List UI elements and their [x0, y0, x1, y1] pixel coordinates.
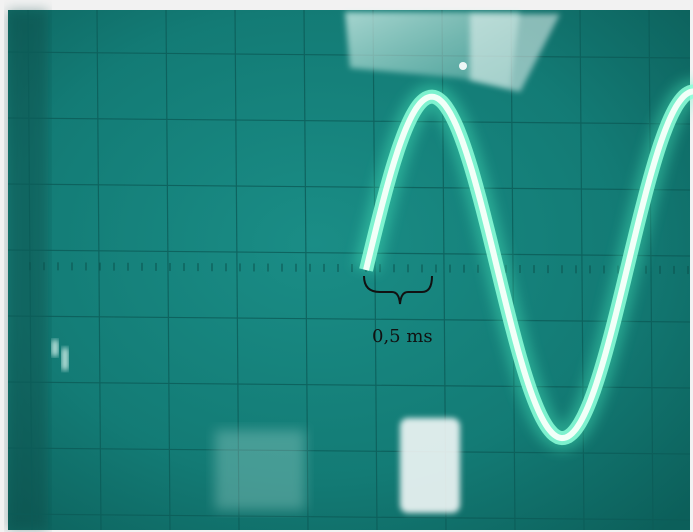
grid-line-vertical	[303, 9, 309, 531]
crt-screen	[8, 10, 690, 530]
bottom-glare	[400, 418, 460, 513]
glare-dot	[459, 62, 467, 70]
edge-vignette	[8, 10, 48, 530]
grid-line-vertical	[510, 9, 516, 531]
grid-line-vertical	[648, 9, 654, 531]
grid-line-vertical	[165, 9, 171, 531]
curly-brace	[363, 275, 433, 305]
grid-line-horizontal	[7, 315, 691, 323]
grid-line-horizontal	[7, 183, 691, 191]
graticule-center-ticks	[29, 262, 689, 274]
grid-line-vertical	[579, 9, 585, 531]
waveform-trace	[363, 88, 693, 442]
grid-line-horizontal	[7, 447, 691, 455]
bottom-glare-soft	[215, 430, 305, 510]
time-annotation-label: 0,5 ms	[372, 326, 433, 347]
grid-line-horizontal	[7, 381, 691, 389]
left-glare-1	[52, 340, 58, 356]
grid-line-horizontal	[7, 117, 691, 125]
left-glare-2	[62, 348, 68, 370]
grid-line-horizontal	[7, 249, 691, 257]
top-glare-bright	[470, 14, 560, 92]
grid-line-horizontal	[7, 513, 691, 521]
grid-line-vertical	[96, 9, 102, 531]
